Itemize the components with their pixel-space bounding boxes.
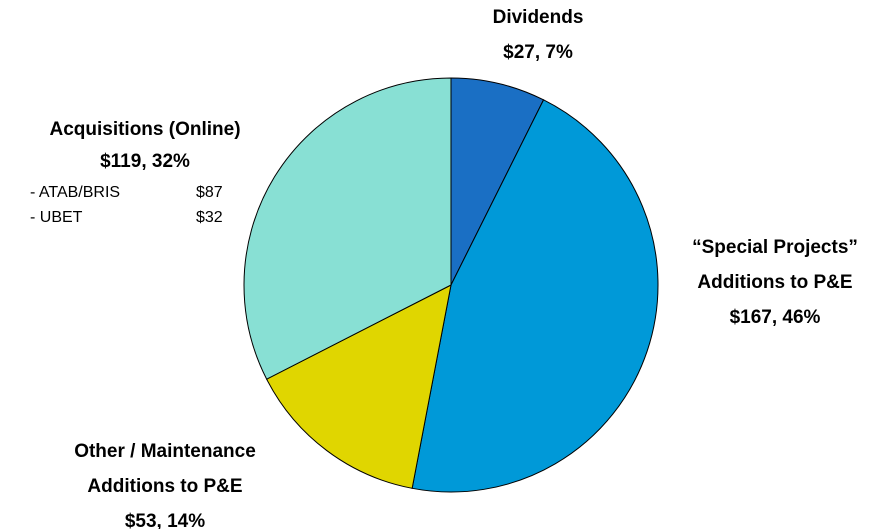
slice-label: “Special Projects” [692,237,858,258]
value-label: $53, 14% [125,511,205,529]
slice-label: Other / Maintenance [74,441,256,462]
value-label: $119, 32% [100,151,190,172]
pie-slice [243,77,452,380]
pie-slice [450,77,545,286]
slice-label: Additions to P&E [87,476,242,497]
slice-label: Acquisitions (Online) [49,119,240,140]
pie-slice [265,284,452,489]
breakdown-value: $87 [196,184,223,201]
breakdown-name: - UBET [30,209,83,226]
value-label: $27, 7% [503,42,573,63]
value-label: $167, 46% [730,307,821,328]
slice-label: Additions to P&E [697,272,852,293]
breakdown-name: - ATAB/BRIS [30,184,120,201]
pie-slice [411,99,659,493]
slice-label: Dividends [493,7,584,28]
breakdown-value: $32 [196,209,223,226]
